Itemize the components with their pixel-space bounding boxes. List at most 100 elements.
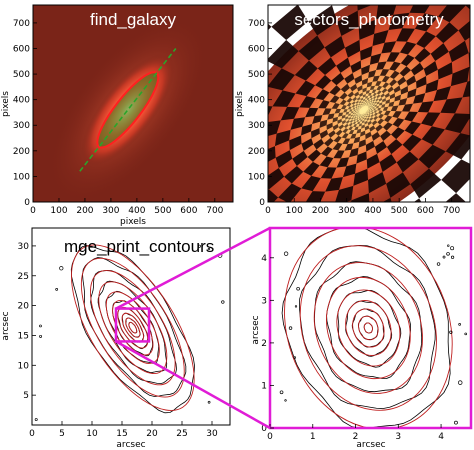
- sector-cell: [348, 113, 351, 117]
- sector-cell: [375, 98, 379, 102]
- sector-cell: [349, 83, 358, 92]
- sector-cell: [362, 115, 365, 117]
- sector-cell: [355, 103, 359, 107]
- x-tick-label: 500: [154, 206, 171, 216]
- sector-cell: [344, 39, 361, 58]
- sector-cell: [394, 94, 402, 102]
- noise-speck: [450, 255, 455, 259]
- sector-cell: [329, 85, 341, 96]
- model-contour: [284, 228, 453, 428]
- sector-cell: [363, 98, 366, 102]
- noise-speck: [296, 286, 300, 291]
- sector-cell: [409, 5, 437, 14]
- sector-cell: [435, 22, 459, 44]
- sector-cell: [356, 96, 361, 101]
- sector-cell: [370, 105, 372, 108]
- sector-cell: [290, 117, 306, 130]
- sector-cell: [399, 41, 417, 55]
- axes-frame: [31, 227, 231, 426]
- sector-cell: [383, 110, 391, 116]
- sector-cell: [361, 120, 365, 124]
- x-tick-label: 400: [128, 206, 145, 216]
- sector-cell: [369, 117, 374, 121]
- sector-cell: [298, 35, 325, 61]
- sector-cell: [352, 112, 355, 115]
- sector-cell: [335, 129, 343, 136]
- panel-find-galaxy: 0 100 200 300 400 500 600 700 0 100 200 300 400 500 6…: [1, 4, 234, 227]
- sector-cell: [357, 113, 359, 115]
- sector-cell: [384, 92, 390, 99]
- sector-cell: [371, 106, 374, 108]
- noise-speck: [464, 332, 468, 336]
- sector-cell: [332, 124, 339, 131]
- sector-cell: [348, 126, 354, 131]
- sector-cell: [381, 41, 397, 54]
- panel-zoom-contours: 0 1 2 3 4 0 1 2 3 4 arcsec arcsec: [251, 226, 473, 450]
- sector-cell: [398, 98, 408, 106]
- y-axis-label: pixels: [1, 91, 11, 117]
- sector-cell: [376, 5, 399, 20]
- noise-speck: [450, 246, 455, 251]
- sector-cell: [389, 92, 396, 100]
- sector-cell: [333, 150, 345, 159]
- sector-cell: [374, 141, 387, 154]
- sector-cell: [396, 151, 419, 173]
- sector-cell: [430, 43, 449, 62]
- sector-cell: [364, 115, 366, 118]
- sector-cell: [416, 76, 427, 89]
- x-tick-label: 5: [59, 429, 65, 439]
- sector-cell: [342, 128, 349, 134]
- sector-cell: [268, 39, 299, 69]
- sector-cell: [302, 191, 326, 202]
- sector-cell: [358, 113, 360, 115]
- sector-cell: [271, 5, 309, 40]
- y-axis-label: pixels: [235, 91, 245, 117]
- sector-cell: [341, 119, 346, 125]
- sector-cell: [345, 116, 349, 120]
- x-tick-label: 600: [180, 206, 197, 216]
- sector-cell: [299, 96, 316, 108]
- sector-cell: [379, 69, 390, 76]
- sector-cell: [361, 101, 364, 104]
- sector-cell: [332, 116, 338, 123]
- sector-cell: [350, 133, 357, 139]
- x-tick-labels: 0 100 200 300 400 500 600 700: [30, 198, 224, 216]
- sector-cell: [372, 96, 377, 100]
- x-tick-label: 200: [312, 206, 329, 216]
- sector-cell: [361, 116, 363, 119]
- sector-cell: [308, 5, 338, 36]
- sector-cell: [368, 111, 371, 113]
- sector-cell: [365, 131, 372, 140]
- sector-cell: [358, 112, 360, 114]
- sector-cell: [364, 113, 366, 116]
- sector-cell: [294, 60, 318, 81]
- sector-cell: [366, 97, 370, 100]
- sector-cell: [387, 86, 394, 93]
- sector-cell: [373, 108, 376, 111]
- model-contour: [98, 281, 168, 375]
- y-tick-label: 300: [248, 121, 265, 131]
- sector-cell: [423, 61, 438, 77]
- sector-cell: [341, 114, 346, 119]
- sector-cell: [364, 102, 366, 105]
- sector-cell: [359, 92, 363, 97]
- sector-cell: [360, 115, 362, 118]
- noise-speck: [294, 305, 298, 308]
- y-tick-label: 600: [13, 44, 30, 54]
- sector-cell: [357, 107, 360, 109]
- sector-cell: [410, 168, 442, 199]
- x-tick-label: 300: [102, 206, 119, 216]
- sector-cell: [347, 106, 352, 110]
- noise-speck: [293, 356, 296, 359]
- sector-cell: [361, 124, 365, 129]
- model-contour: [80, 257, 185, 398]
- sector-cell: [365, 104, 367, 106]
- sector-cell: [354, 74, 362, 84]
- model-contour: [128, 321, 138, 334]
- sector-cell: [371, 131, 381, 141]
- sector-cell: [369, 125, 376, 132]
- noise-speck: [436, 262, 441, 266]
- sector-cell: [370, 100, 373, 103]
- sector-cell: [365, 112, 368, 114]
- sector-cell: [384, 115, 393, 123]
